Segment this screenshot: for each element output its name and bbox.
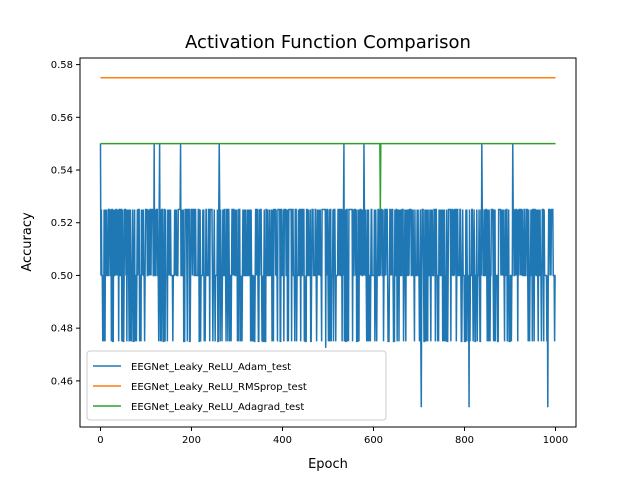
legend-entry-label: EEGNet_Leaky_ReLU_Adagrad_test <box>131 402 304 413</box>
legend: EEGNet_Leaky_ReLU_Adam_test EEGNet_Leaky_… <box>86 350 387 421</box>
y-tick-label: 0.52 <box>51 218 73 229</box>
y-tick-label: 0.58 <box>51 60 73 71</box>
y-axis-label: Accuracy <box>20 212 35 272</box>
plot-area <box>79 57 577 428</box>
chart-title: Activation Function Comparison <box>185 32 471 53</box>
x-tick-label: 0 <box>97 435 103 446</box>
x-tick-label: 600 <box>364 435 383 446</box>
legend-entry-label: EEGNet_Leaky_ReLU_RMSprop_test <box>131 382 307 393</box>
y-tick-label: 0.50 <box>51 271 73 282</box>
x-tick-label: 400 <box>273 435 292 446</box>
series-line-adagrad <box>100 142 556 210</box>
y-tick-label: 0.56 <box>51 113 73 124</box>
y-tick-label: 0.48 <box>51 324 73 335</box>
series-line-adam <box>99 143 556 408</box>
y-tick-label: 0.46 <box>51 376 73 387</box>
x-tick-label: 1000 <box>543 435 568 446</box>
x-tick-label: 200 <box>182 435 201 446</box>
y-tick-label: 0.54 <box>51 166 73 177</box>
plot-frame <box>79 57 577 428</box>
series-layer <box>99 77 556 408</box>
x-axis: 0 200 400 600 800 1000 <box>97 427 568 446</box>
x-axis-label: Epoch <box>308 457 348 472</box>
y-axis: 0.46 0.48 0.50 0.52 0.54 0.56 0.58 <box>51 60 80 387</box>
legend-box <box>86 350 387 421</box>
legend-entry-label: EEGNet_Leaky_ReLU_Adam_test <box>131 362 291 373</box>
x-tick-label: 800 <box>455 435 474 446</box>
